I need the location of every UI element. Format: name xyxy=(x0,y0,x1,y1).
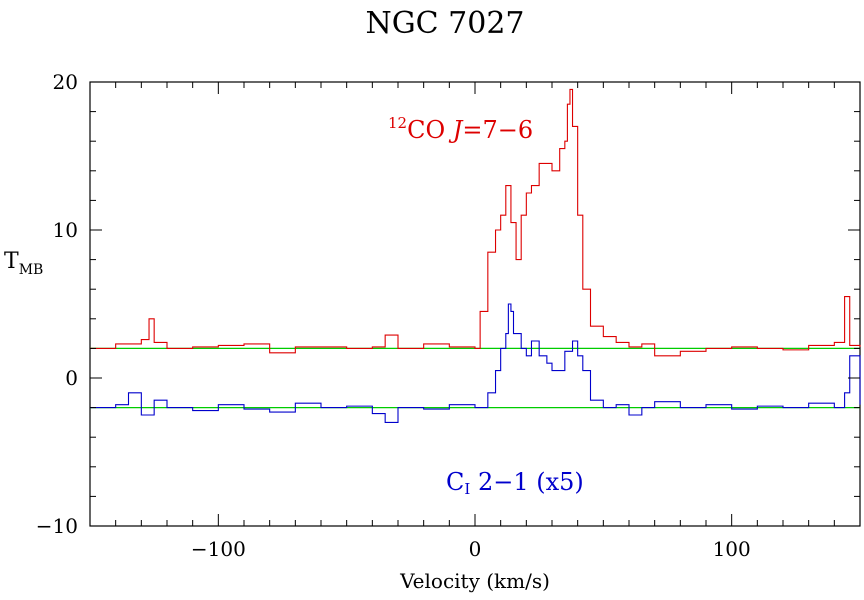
y-axis-label: TMB xyxy=(4,249,43,278)
series-lines xyxy=(90,88,861,423)
x-tick-label: −100 xyxy=(191,537,246,561)
series-line-0 xyxy=(90,88,861,357)
series-label-ci: CI 2−1 (x5) xyxy=(446,468,584,498)
y-tick-label: 20 xyxy=(53,70,78,94)
plot-frame xyxy=(89,81,861,527)
y-axis-label-sub: MB xyxy=(19,262,44,278)
plot-area xyxy=(89,81,861,527)
x-tick-label: 100 xyxy=(713,537,751,561)
x-tick-label: 0 xyxy=(469,537,482,561)
co-label-sup: 12 xyxy=(388,114,407,132)
co-label-main: CO xyxy=(407,116,453,144)
x-axis-label: Velocity (km/s) xyxy=(399,569,550,593)
baselines xyxy=(90,347,860,409)
y-tick-label: −10 xyxy=(36,514,78,538)
ci-label-sub: I xyxy=(464,480,470,498)
y-tick-label: 10 xyxy=(53,218,78,242)
y-tick-label: 0 xyxy=(65,366,78,390)
chart-title: NGC 7027 xyxy=(365,6,524,41)
ci-label-main: C xyxy=(446,468,464,496)
ci-label-rest: 2−1 (x5) xyxy=(470,468,583,496)
series-label-co: 12CO J=7−6 xyxy=(388,114,533,144)
y-axis-label-main: T xyxy=(4,249,19,274)
ticks xyxy=(89,81,861,527)
co-label-rest: =7−6 xyxy=(462,116,533,144)
series-line-1 xyxy=(90,303,861,423)
